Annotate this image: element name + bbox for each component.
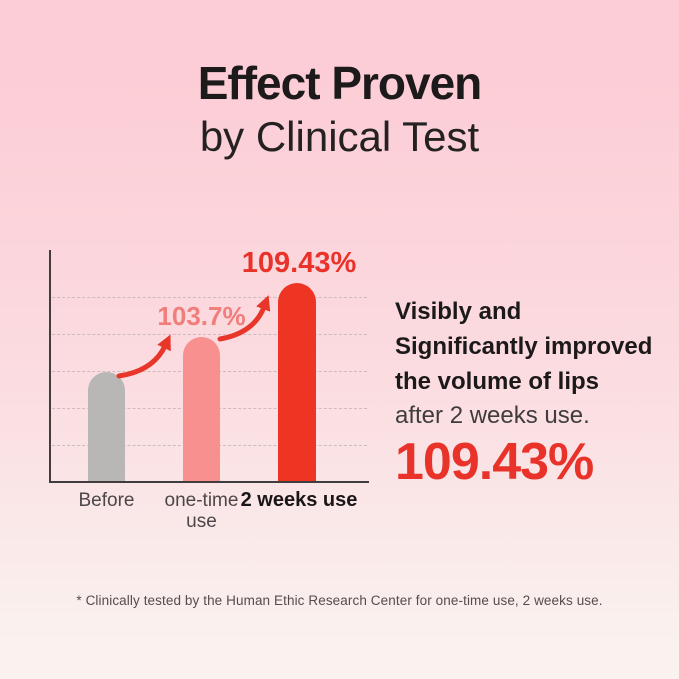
result-line-1: Visibly and — [395, 298, 522, 325]
result-text-block: Visibly and Significantly improved the v… — [395, 294, 663, 488]
footnote: * Clinically tested by the Human Ethic R… — [76, 593, 603, 608]
y-axis — [49, 250, 51, 483]
bar-value-label-two-weeks: 109.43% — [241, 247, 357, 279]
bar-one-time-use — [183, 337, 220, 481]
result-line-3: the volume of lips — [395, 368, 600, 395]
gridline — [52, 297, 367, 298]
result-line-2: Significantly improved — [395, 333, 653, 360]
bar-before — [88, 372, 125, 481]
gridline — [52, 334, 367, 335]
result-highlight-value: 109.43% — [395, 433, 594, 491]
page-subtitle: by Clinical Test — [199, 113, 480, 160]
axis-label-before: Before — [78, 490, 135, 511]
bar-value-label-one-time: 103.7% — [157, 301, 246, 331]
axis-label-one-time-use: one-time use — [164, 490, 239, 532]
x-axis — [49, 481, 369, 483]
title-block: Effect Proven by Clinical Test — [0, 56, 679, 164]
page-title: Effect Proven — [197, 57, 483, 109]
bar-chart: 103.7% 109.43% Before one-time use 2 wee… — [49, 247, 369, 532]
axis-label-two-weeks-use: 2 weeks use — [240, 489, 358, 511]
bar-two-weeks-use — [278, 282, 316, 481]
result-line-4: after 2 weeks use. — [395, 402, 590, 429]
